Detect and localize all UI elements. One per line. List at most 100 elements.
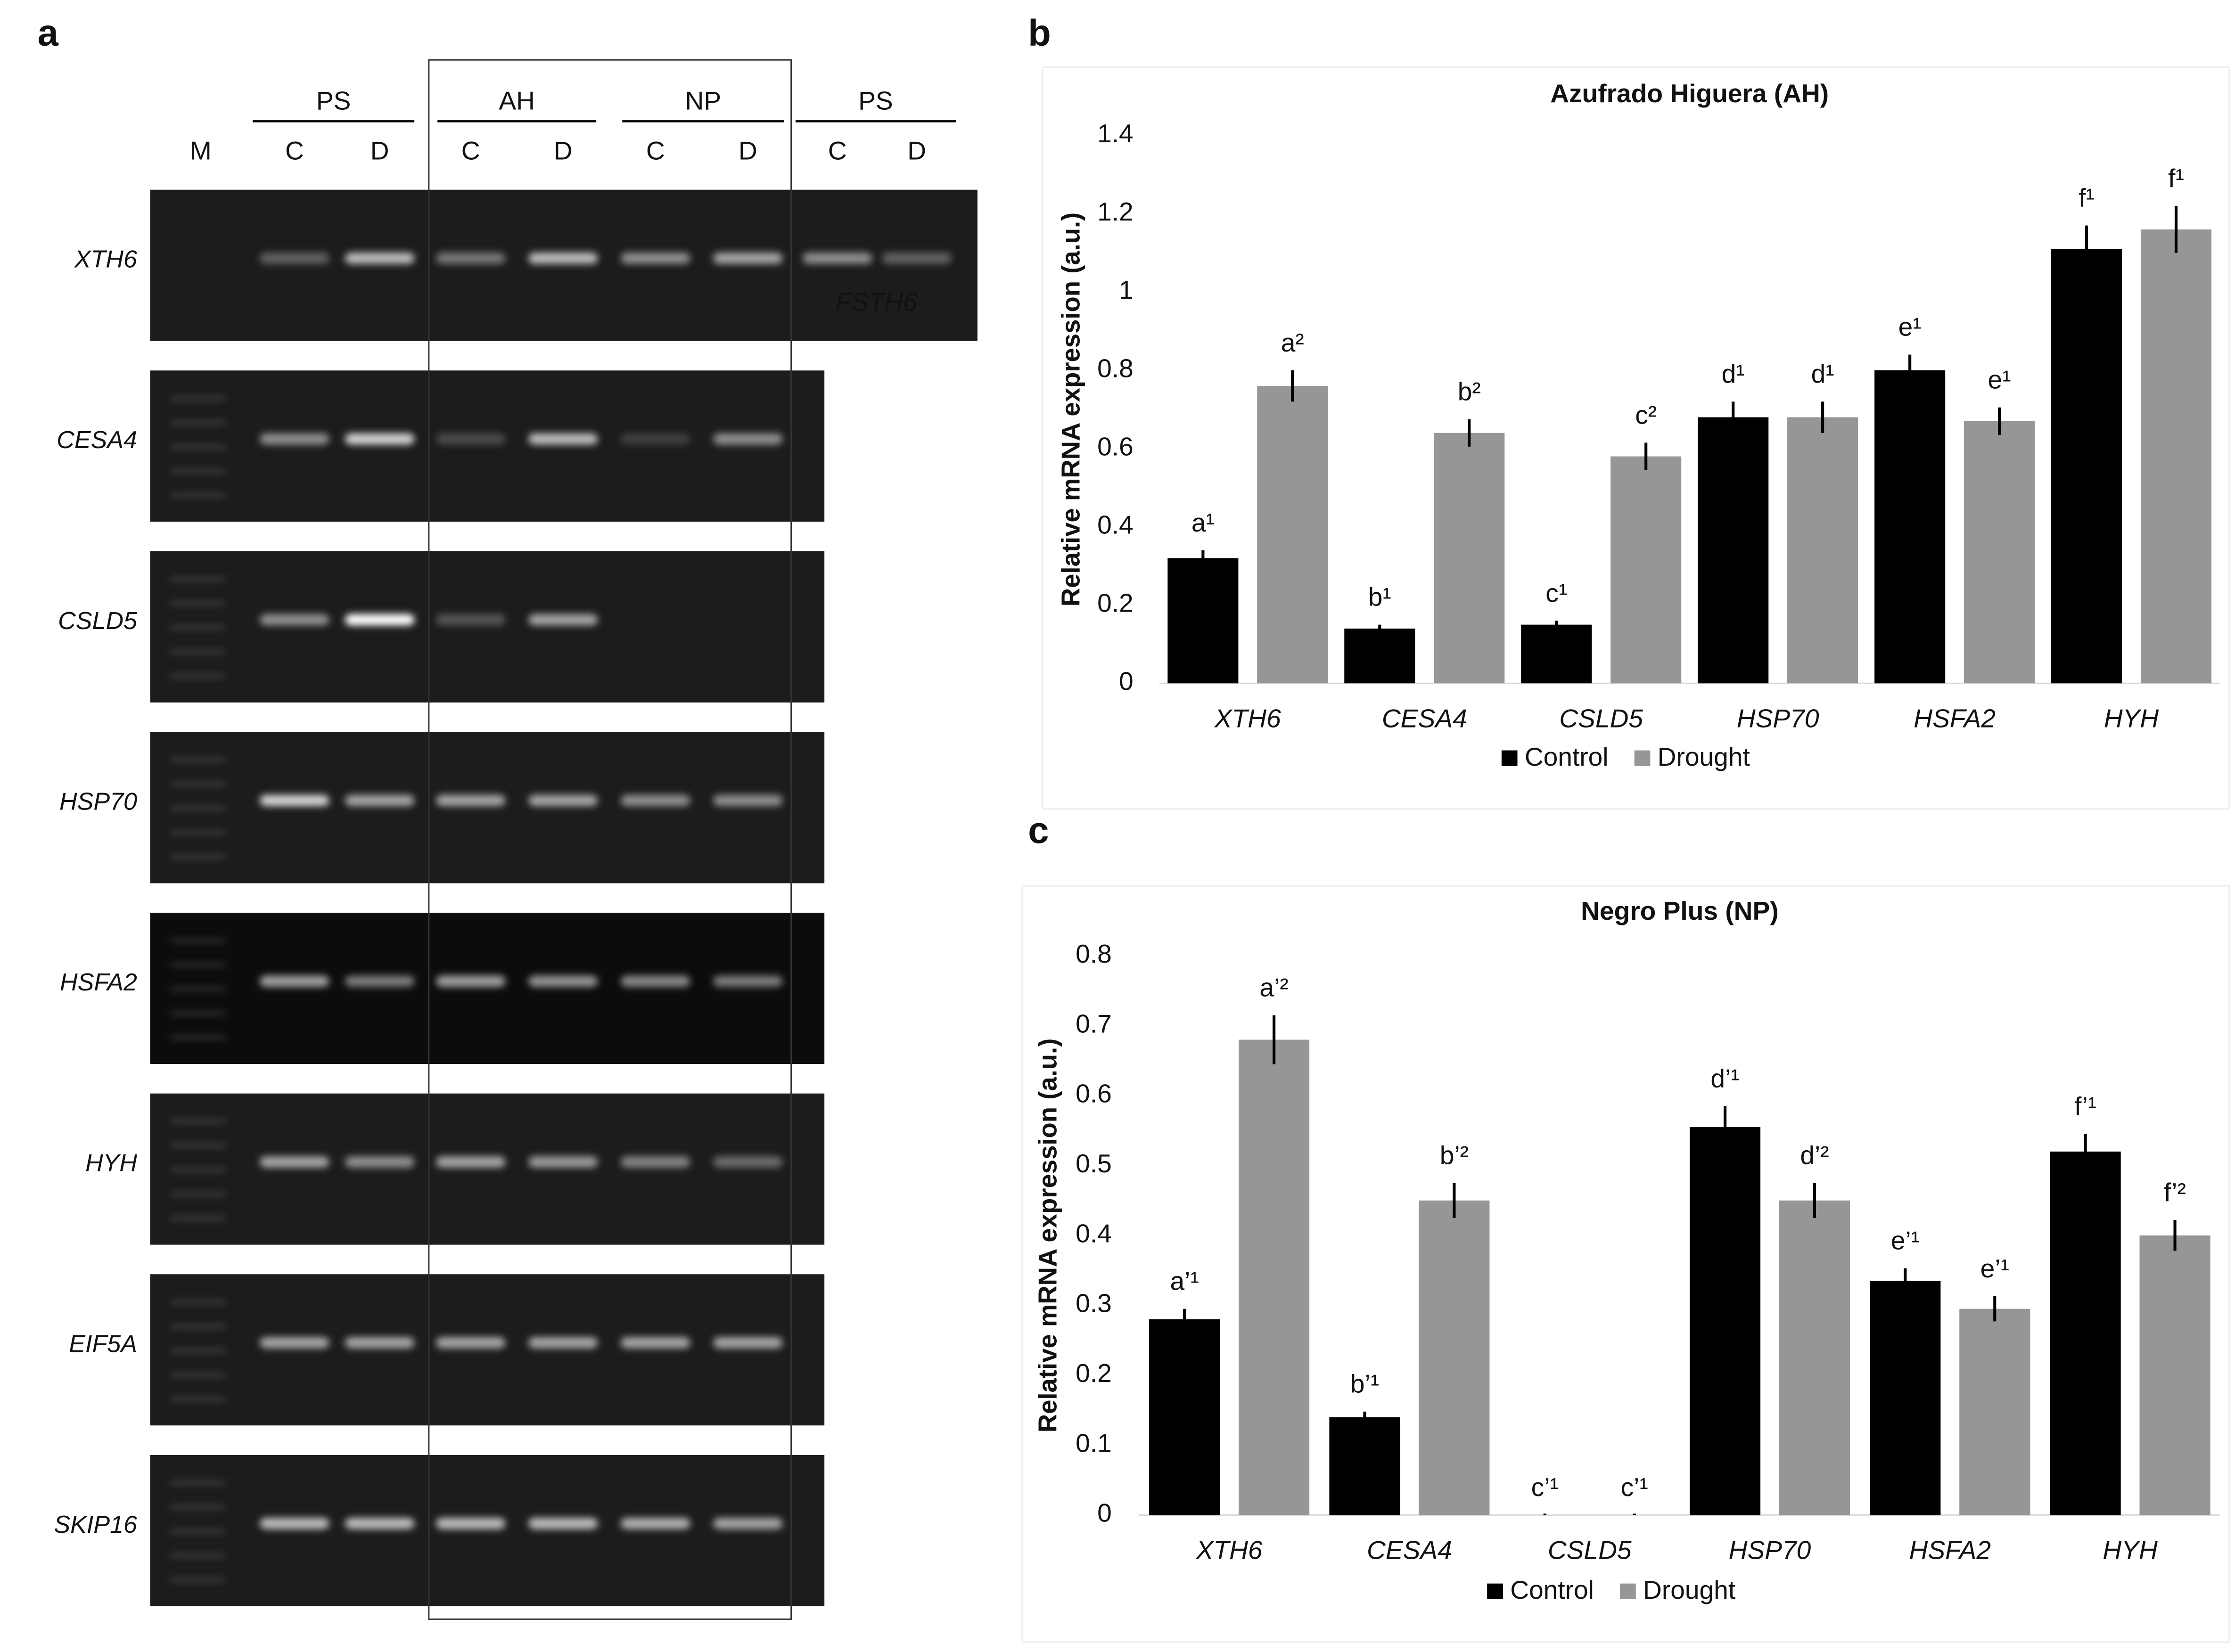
bar-annotation: d¹ xyxy=(1811,360,1834,389)
ladder-band xyxy=(170,420,225,425)
y-tick-label: 1.2 xyxy=(1097,197,1134,226)
ladder-band xyxy=(170,806,225,810)
ladder-band xyxy=(170,1578,225,1582)
bar-annotation: a’¹ xyxy=(1170,1267,1199,1296)
bar xyxy=(2050,1151,2121,1515)
chart-frame xyxy=(1042,66,2230,810)
gel-image xyxy=(150,1274,825,1426)
gel-band xyxy=(713,975,783,987)
gene-label: HSFA2 xyxy=(60,968,137,996)
bar-annotation: e¹ xyxy=(1988,365,2011,394)
legend-label: Control xyxy=(1525,742,1609,771)
gel-band xyxy=(528,975,598,987)
legend-label: Drought xyxy=(1643,1576,1735,1605)
bar-annotation: c’¹ xyxy=(1531,1473,1559,1502)
bar-annotation: b’¹ xyxy=(1350,1369,1379,1398)
ladder-band xyxy=(170,757,225,762)
gel-band xyxy=(713,252,783,264)
bar-annotation: a¹ xyxy=(1191,508,1215,537)
gel-image xyxy=(150,551,825,703)
ladder-band xyxy=(170,1035,225,1040)
x-tick-label: CSLD5 xyxy=(1548,1536,1632,1565)
legend-swatch xyxy=(1501,750,1518,766)
gel-band xyxy=(621,252,690,264)
bar-annotation: a² xyxy=(1281,328,1304,357)
lane-label: C xyxy=(285,136,304,165)
x-tick-label: HSFA2 xyxy=(1909,1536,1991,1565)
gel-image xyxy=(150,1093,825,1245)
gel-band xyxy=(436,252,506,264)
y-tick-label: 0.6 xyxy=(1097,432,1134,461)
bar xyxy=(1698,417,1769,684)
x-tick-label: HYH xyxy=(2104,704,2159,733)
gel-band xyxy=(345,614,415,626)
gene-label: XTH6 xyxy=(74,245,137,273)
bar xyxy=(1329,1417,1400,1515)
y-axis-label: Relative mRNA expression (a.u.) xyxy=(1033,1039,1062,1433)
gel-band xyxy=(528,614,598,626)
gel-band xyxy=(260,252,329,264)
bar-annotation: c² xyxy=(1635,401,1657,430)
bar xyxy=(1521,624,1592,684)
bar-annotation: c’¹ xyxy=(1621,1473,1648,1502)
gel-band xyxy=(345,252,415,264)
legend-swatch xyxy=(1620,1583,1636,1599)
lane-label: M xyxy=(190,136,212,165)
gel-band xyxy=(713,794,783,806)
y-tick-label: 1 xyxy=(1119,275,1134,304)
bar-annotation: f¹ xyxy=(2168,164,2184,193)
bar-annotation: d’² xyxy=(1800,1141,1829,1170)
gel-band xyxy=(436,975,506,987)
lane-label: C xyxy=(461,136,480,165)
charts: Azufrado Higuera (AH) Relative mRNA expre… xyxy=(1033,79,2220,1605)
legend-swatch xyxy=(1487,1583,1503,1599)
gel-band xyxy=(621,1337,690,1349)
highlight-box xyxy=(428,59,792,1620)
gel-band xyxy=(621,433,690,445)
chart-title: Negro Plus (NP) xyxy=(1581,896,1779,925)
ladder-band xyxy=(170,1324,225,1329)
bar xyxy=(1149,1319,1220,1515)
bar xyxy=(1959,1309,2030,1515)
group-label: NP xyxy=(685,86,722,115)
legend-label: Control xyxy=(1510,1576,1594,1605)
gel-band xyxy=(528,433,598,445)
y-tick-label: 0.3 xyxy=(1076,1289,1112,1318)
ladder-band xyxy=(170,1192,225,1196)
bar-annotation: f¹ xyxy=(2079,183,2095,213)
y-tick-label: 0.8 xyxy=(1076,939,1112,968)
ladder-band xyxy=(170,1143,225,1148)
gel-band xyxy=(436,794,506,806)
ladder-band xyxy=(170,854,225,859)
lane-label: D xyxy=(554,136,573,165)
y-tick-label: 0.1 xyxy=(1076,1429,1112,1458)
gene-label: CESA4 xyxy=(57,426,137,454)
bar xyxy=(1870,1281,1941,1515)
ladder-band xyxy=(170,1373,225,1377)
bar xyxy=(1257,386,1328,684)
ladder-band xyxy=(170,1168,225,1172)
panel-label: a xyxy=(38,12,59,53)
gene-label: EIF5A xyxy=(69,1330,137,1358)
gel-panel: PS AH NP PS M C D C D C D C D XTH6 CESA4 CSLD5 HSP70 HSFA… xyxy=(54,59,978,1620)
gel-band xyxy=(803,252,872,264)
gel-band xyxy=(713,433,783,445)
bar-annotation: f’² xyxy=(2164,1178,2186,1207)
bar-annotation: b² xyxy=(1458,377,1481,406)
gene-label: HSP70 xyxy=(59,788,137,815)
bar-annotation: d¹ xyxy=(1722,360,1745,389)
ladder-band xyxy=(170,987,225,991)
gel-band xyxy=(528,252,598,264)
bar xyxy=(2140,229,2212,684)
y-tick-label: 0.4 xyxy=(1076,1219,1112,1248)
inset-label: FSTH6 xyxy=(835,287,918,317)
gel-band xyxy=(713,1518,783,1529)
legend-swatch xyxy=(1634,750,1651,766)
ladder-band xyxy=(170,396,225,401)
lane-label: D xyxy=(739,136,757,165)
gel-band xyxy=(436,1337,506,1349)
bar xyxy=(1964,421,2035,684)
group-label: PS xyxy=(316,86,351,115)
ladder-band xyxy=(170,1529,225,1534)
